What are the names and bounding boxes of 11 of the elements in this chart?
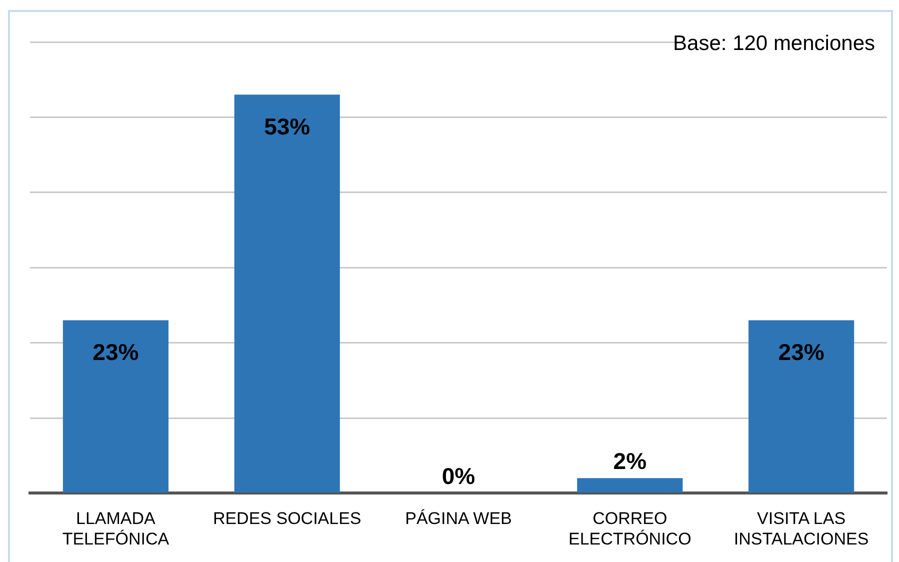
- x-tick-label: PÁGINA WEB: [405, 509, 512, 528]
- text: Base: 120 menciones: [673, 32, 875, 55]
- data-label: 23%: [92, 339, 139, 366]
- x-tick-label: VISITA LAS INSTALACIONES: [734, 509, 869, 548]
- x-tick-label: LLAMADA TELEFÓNICA: [62, 509, 170, 548]
- x-tick-label: CORREO ELECTRÓNICO: [568, 509, 692, 548]
- data-label: 0%: [442, 463, 476, 490]
- data-label: 53%: [264, 113, 310, 140]
- data-label: 23%: [778, 339, 824, 366]
- data-label: 2%: [613, 448, 647, 474]
- x-tick-label: REDES SOCIALES: [212, 509, 362, 528]
